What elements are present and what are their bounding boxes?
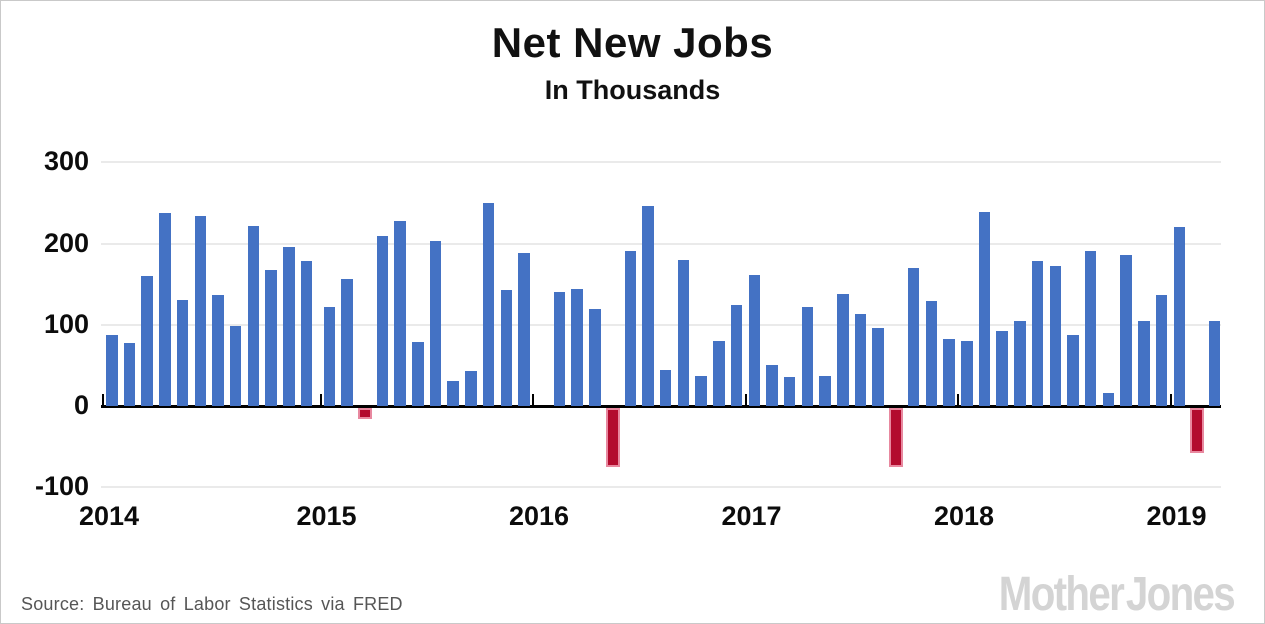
bar-2017-3 <box>783 376 796 406</box>
y-axis-label: 0 <box>73 390 89 420</box>
bar-2018-2 <box>978 211 991 406</box>
bar-2018-12 <box>1155 294 1168 406</box>
bar-2017-4 <box>801 306 814 406</box>
bar-2017-2 <box>766 365 778 406</box>
year-tick <box>744 394 747 405</box>
year-tick <box>1169 394 1172 405</box>
bar-2015-10 <box>482 203 495 406</box>
bar-2014-3 <box>141 276 153 406</box>
year-tick <box>957 394 959 405</box>
year-tick <box>532 394 534 405</box>
bar-2014-6 <box>194 216 206 406</box>
y-axis-label: 200 <box>43 227 89 258</box>
bar-2016-2 <box>553 291 566 406</box>
chart-title: Net New Jobs <box>491 19 774 66</box>
bar-2016-12 <box>730 305 743 406</box>
bar-2014-11 <box>283 246 295 406</box>
bar-2015-7 <box>429 241 442 406</box>
bar-2018-9 <box>1102 393 1115 406</box>
bar-2017-12 <box>943 339 955 406</box>
bar-2018-11 <box>1138 320 1150 406</box>
bar-2018-8 <box>1084 250 1097 406</box>
bar-2014-1 <box>106 335 118 406</box>
year-tick <box>102 394 104 405</box>
x-axis-year-label: 2015 <box>296 501 357 531</box>
bar-2014-10 <box>265 269 277 406</box>
bar-2017-5 <box>819 375 831 406</box>
x-axis-year-label: 2019 <box>1146 501 1207 531</box>
bar-2015-12 <box>518 253 530 406</box>
bar-2015-8 <box>447 380 459 406</box>
x-axis-year-label: 2014 <box>78 501 140 531</box>
gridline <box>101 242 1221 245</box>
bar-2014-8 <box>229 326 242 406</box>
bar-2018-5 <box>1031 260 1044 406</box>
source-credit: Source: Bureau of Labor Statistics via F… <box>21 594 403 614</box>
chart-subtitle: In Thousands <box>544 75 721 105</box>
bar-2014-9 <box>247 225 260 406</box>
bar-2015-5 <box>394 220 406 406</box>
bar-2016-11 <box>713 341 725 406</box>
bar-2015-11 <box>500 289 512 406</box>
bar-2018-10 <box>1120 255 1132 406</box>
x-axis-year-label: 2018 <box>933 501 995 531</box>
bar-2018-4 <box>1014 320 1026 406</box>
y-axis-label: 300 <box>43 146 89 177</box>
bar-2018-7 <box>1067 335 1079 406</box>
bar-2015-9 <box>465 371 477 406</box>
bar-2017-8 <box>872 328 884 406</box>
bar-2014-7 <box>212 294 224 406</box>
gridline <box>101 323 1221 326</box>
gridline <box>101 486 1221 489</box>
bar-2018-3 <box>996 331 1008 406</box>
bar-2016-7 <box>642 206 654 406</box>
bar-2017-1 <box>748 275 760 406</box>
bar-2014-2 <box>123 342 136 406</box>
bar-2015-4 <box>376 236 389 406</box>
bar-2014-12 <box>300 260 313 406</box>
y-axis-label: -100 <box>34 471 89 502</box>
bar-2016-9 <box>677 259 690 406</box>
motherjones-logo: Mother Jones <box>998 568 1236 621</box>
bar-2017-11 <box>925 301 937 406</box>
bar-2019-3 <box>1208 320 1221 406</box>
bar-2019-2 <box>1190 407 1205 453</box>
bar-2014-4 <box>159 212 171 406</box>
bar-2015-1 <box>323 306 335 406</box>
y-axis-label: 100 <box>43 308 89 339</box>
bar-2017-7 <box>854 314 867 406</box>
bar-2016-5 <box>605 407 620 468</box>
bar-2016-10 <box>695 375 707 406</box>
bar-2018-1 <box>961 341 973 406</box>
bar-2015-3 <box>357 407 372 419</box>
x-axis-line <box>101 404 1221 408</box>
year-tick <box>319 394 322 405</box>
bar-2017-9 <box>889 407 904 468</box>
bar-2017-6 <box>837 293 849 406</box>
bar-2016-4 <box>589 308 601 406</box>
bar-2016-6 <box>624 250 636 406</box>
bar-2015-2 <box>341 278 353 406</box>
bar-2017-10 <box>907 267 920 406</box>
bar-2015-6 <box>412 341 424 406</box>
bar-2018-6 <box>1049 266 1061 406</box>
x-axis-year-label: 2017 <box>721 501 782 531</box>
bar-2014-5 <box>176 299 189 406</box>
bar-2016-3 <box>571 289 583 406</box>
bar-2016-8 <box>659 370 672 406</box>
bar-2019-1 <box>1173 226 1185 406</box>
gridline <box>101 161 1221 164</box>
x-axis-year-label: 2016 <box>508 501 570 531</box>
